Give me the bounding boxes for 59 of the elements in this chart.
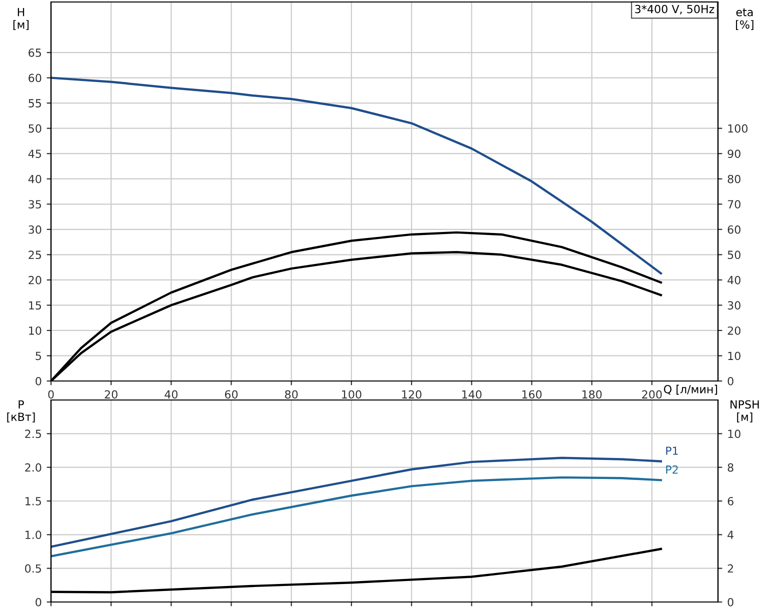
y2-tick-label: 70	[728, 200, 740, 209]
y2-tick-label: 90	[728, 150, 740, 158]
y2-axis-title: NPSH [м]	[730, 400, 759, 422]
line-series	[51, 456, 662, 548]
y-tick-label: 1.5	[26, 497, 41, 506]
series-label: P1	[666, 446, 678, 455]
y2-tick-label: 4	[728, 530, 734, 539]
y-tick-label: 60	[28, 74, 42, 82]
x-tick-label: 60	[224, 390, 238, 399]
y2-tick-label: 80	[728, 174, 740, 184]
y2-tick-label: 40	[728, 276, 740, 284]
y-tick-label: 5	[36, 352, 41, 360]
y-tick-label: 2.0	[25, 463, 42, 472]
x-tick-label: 40	[164, 390, 178, 399]
y-tick-label: 55	[28, 99, 41, 108]
x-tick-label: 100	[342, 390, 362, 399]
y2-tick-label: 30	[728, 301, 740, 310]
y-tick-label: 45	[28, 150, 41, 158]
y-axis-title: P [кВт]	[7, 400, 35, 422]
line-series	[51, 476, 662, 558]
y2-tick-label: 100	[728, 124, 748, 133]
y2-tick-label: 0	[728, 376, 734, 386]
y-tick-label: 35	[28, 200, 41, 209]
y-tick-label: 0	[36, 376, 42, 386]
annotation: 3*400 V, 50Hz	[635, 4, 714, 14]
x-axis-title: Q [л/мин]	[664, 384, 718, 395]
y-tick-label: 40	[28, 174, 42, 184]
y2-tick-label: 60	[728, 225, 740, 234]
y-tick-label: 2.5	[25, 430, 41, 438]
y-tick-label: 0	[36, 598, 42, 606]
x-tick-label: 200	[642, 390, 662, 399]
y2-axis-title: eta [%]	[736, 8, 754, 30]
y-axis-title: H [м]	[13, 8, 29, 30]
y-tick-label: 25	[28, 250, 41, 260]
x-tick-label: 20	[104, 390, 118, 399]
y2-tick-label: 6	[728, 496, 734, 506]
y-tick-label: 65	[28, 48, 41, 57]
y2-tick-label: 50	[728, 250, 740, 260]
y-tick-label: 0.5	[25, 564, 41, 573]
y-tick-label: 1.0	[26, 530, 42, 540]
line-series	[51, 76, 662, 274]
y-tick-label: 30	[28, 225, 42, 234]
series-label: P2	[666, 465, 678, 474]
x-tick-label: 80	[285, 390, 298, 399]
y-tick-label: 15	[29, 301, 41, 310]
y2-tick-label: 2	[728, 564, 733, 573]
y-tick-label: 20	[28, 276, 42, 284]
y2-tick-label: 8	[728, 463, 734, 472]
x-tick-label: 120	[402, 390, 422, 399]
y-tick-label: 50	[28, 124, 42, 133]
x-tick-label: 0	[48, 390, 54, 399]
y2-tick-label: 20	[728, 326, 740, 335]
y-tick-label: 10	[29, 326, 42, 335]
x-tick-label: 180	[582, 390, 602, 399]
y2-tick-label: 10	[728, 352, 740, 360]
x-tick-label: 140	[462, 390, 482, 399]
y2-tick-label: 0	[728, 598, 734, 606]
y2-tick-label: 10	[728, 430, 740, 438]
x-tick-label: 160	[522, 390, 542, 399]
